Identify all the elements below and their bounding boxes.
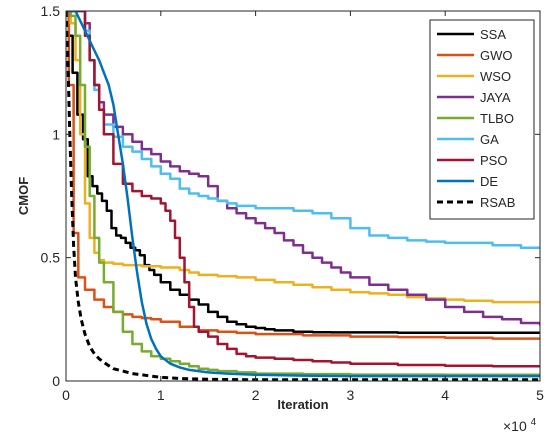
- legend-label-gwo: GWO: [480, 48, 513, 63]
- legend-label-ssa: SSA: [480, 27, 506, 42]
- x-tick-label: 3: [347, 387, 355, 403]
- x-tick-label: 1: [157, 387, 165, 403]
- plot-frame: [65, 10, 541, 382]
- y-axis: 0 0.5 1 1.5: [41, 3, 540, 389]
- x-axis: 0 1 2 3 4 5: [62, 11, 544, 403]
- legend-label-pso: PSO: [480, 153, 507, 168]
- x-axis-multiplier: ×10 4: [503, 417, 537, 434]
- x-tick-label: 2: [252, 387, 260, 403]
- x-tick-label: 5: [536, 387, 544, 403]
- x-axis-multiplier-base: ×10: [503, 418, 527, 434]
- legend-box: [429, 19, 535, 220]
- legend-label-tlbo: TLBO: [480, 111, 514, 126]
- legend-label-rsab: RSAB: [480, 195, 515, 210]
- series-line-gwo: [66, 11, 540, 340]
- series-line-jaya: [66, 11, 540, 326]
- series-layer: [66, 11, 540, 381]
- x-tick-label: 0: [62, 387, 70, 403]
- y-axis-title: CMOF: [16, 177, 31, 215]
- legend-label-wso: WSO: [480, 69, 511, 84]
- x-tick-label: 4: [441, 387, 449, 403]
- y-tick-label: 0: [52, 373, 60, 389]
- legend-label-de: DE: [480, 174, 498, 189]
- series-line-de: [66, 11, 540, 378]
- series-line-rsab: [66, 11, 540, 381]
- series-line-tlbo: [66, 11, 540, 377]
- legend-label-ga: GA: [480, 132, 499, 147]
- series-line-pso: [66, 11, 540, 368]
- series-line-wso: [66, 11, 540, 304]
- y-tick-label: 1: [52, 126, 60, 142]
- x-axis-title: Iteration: [277, 397, 328, 412]
- x-axis-multiplier-exponent: 4: [531, 417, 537, 428]
- legend: SSA GWO WSO JAYA TLBO GA PSO DE RSAB: [429, 19, 535, 220]
- series-line-ssa: [66, 11, 540, 334]
- series-line-ga: [66, 11, 540, 250]
- y-tick-label: 0.5: [41, 250, 61, 266]
- legend-label-jaya: JAYA: [480, 90, 511, 105]
- y-tick-label: 1.5: [41, 3, 61, 19]
